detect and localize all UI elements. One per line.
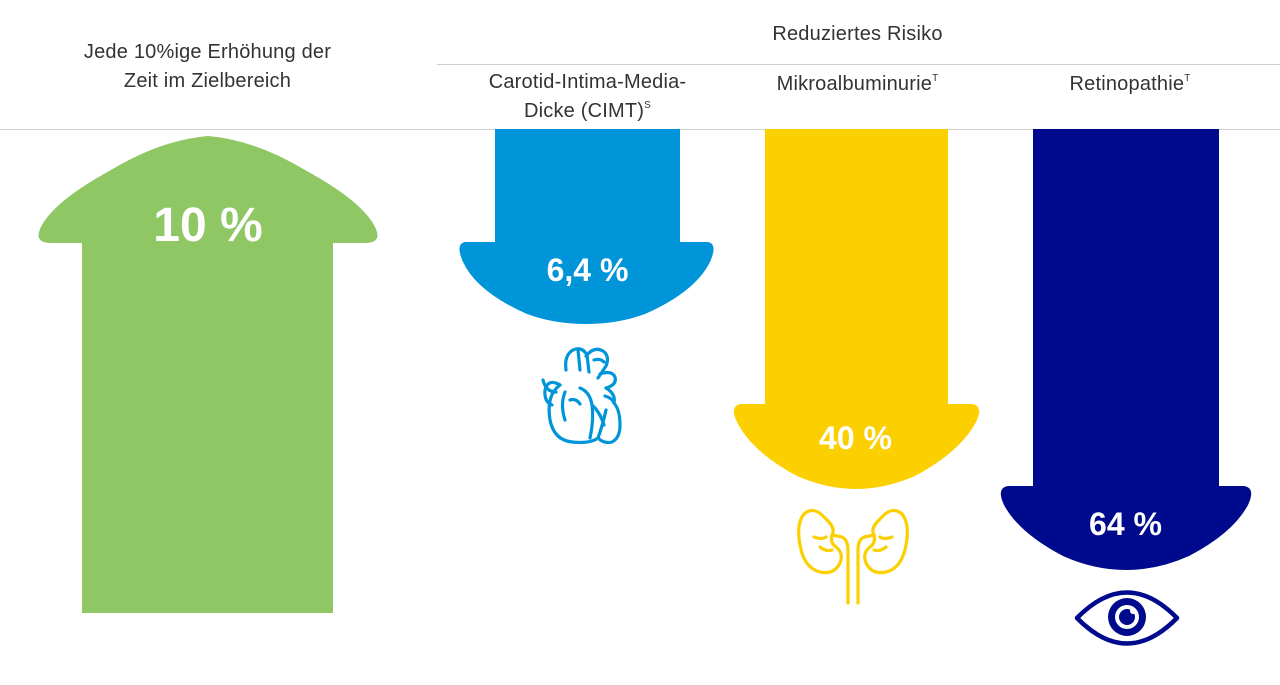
down-arrow-cimt bbox=[459, 129, 714, 324]
column-header-cimt: Carotid-Intima-Media- Dicke (CIMT)S bbox=[455, 68, 720, 129]
up-arrow bbox=[38, 136, 378, 613]
cimt-value: 6,4 % bbox=[546, 252, 629, 288]
down-arrow-retinopathie bbox=[1000, 129, 1252, 570]
group-header: Reduziertes Risiko bbox=[772, 23, 943, 45]
up-arrow-value: 10 % bbox=[153, 199, 263, 252]
cimt-label-line2: Dicke (CIMT) bbox=[523, 100, 645, 122]
mikroalbuminurie-value: 40 % bbox=[819, 420, 892, 456]
retinopathie-label: Retinopathie bbox=[1069, 73, 1185, 95]
left-header-line1: Jede 10%ige Erhöhung der bbox=[83, 41, 332, 63]
column-header-mikroalbuminurie: MikroalbuminurieT bbox=[740, 70, 975, 102]
mikroalbuminurie-label: Mikroalbuminurie bbox=[776, 73, 933, 95]
group-header-rule bbox=[437, 64, 1280, 65]
column-header-retinopathie: RetinopathieT bbox=[1020, 70, 1240, 102]
cimt-superscript: S bbox=[644, 100, 652, 111]
cimt-label-line1: Carotid-Intima-Media- bbox=[488, 71, 687, 93]
mikroalbuminurie-superscript: T bbox=[932, 73, 939, 84]
retinopathie-value: 64 % bbox=[1089, 506, 1162, 542]
down-arrow-mikroalbuminurie bbox=[733, 129, 980, 489]
eye-icon bbox=[1074, 590, 1180, 646]
left-header: Jede 10%ige Erhöhung der Zeit im Zielber… bbox=[40, 38, 375, 96]
left-header-line2: Zeit im Zielbereich bbox=[123, 70, 292, 92]
kidneys-icon bbox=[797, 508, 909, 605]
heart-icon bbox=[541, 347, 622, 445]
retinopathie-superscript: T bbox=[1184, 73, 1191, 84]
